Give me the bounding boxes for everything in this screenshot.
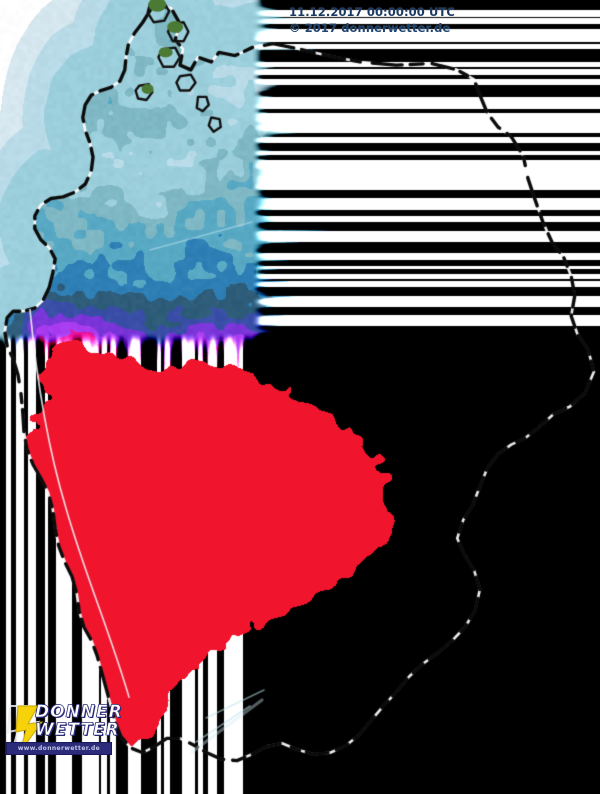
donnerwetter-logo[interactable]: DONNER WETTER www.donnerwetter.de [2,700,123,762]
logo-wordmark: DONNER WETTER [35,702,123,740]
lightning-bolt-icon [6,705,44,753]
logo-word-wetter: WETTER [35,720,120,740]
logo-url-bar[interactable]: www.donnerwetter.de [6,742,112,755]
logo-word-donner: DONNER [35,702,123,722]
logo-url-label: www.donnerwetter.de [17,745,101,752]
